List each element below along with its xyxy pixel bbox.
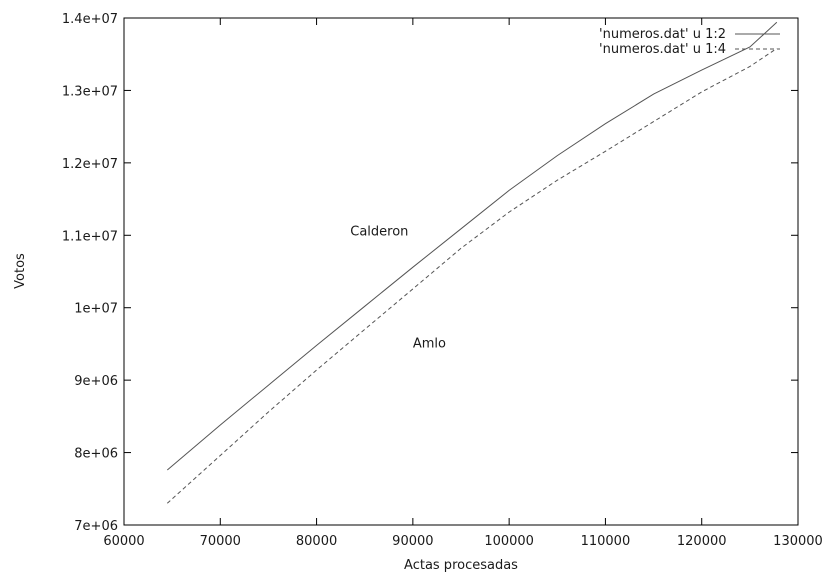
x-tick-label: 100000 <box>484 534 534 549</box>
series-line-1 <box>166 21 778 471</box>
y-tick-label: 8e+06 <box>74 447 118 462</box>
y-tick-label: 1.2e+07 <box>62 157 118 172</box>
y-tick-label: 7e+06 <box>74 519 118 534</box>
y-tick-label: 1.1e+07 <box>62 229 118 244</box>
y-tick-label: 1.4e+07 <box>62 12 118 27</box>
y-axis-label: Votos <box>13 253 28 289</box>
annotation-amlo: Amlo <box>413 337 446 352</box>
x-tick-label: 90000 <box>392 534 433 549</box>
x-tick-label: 80000 <box>296 534 337 549</box>
legend-label-1: 'numeros.dat' u 1:2 <box>599 27 726 42</box>
x-tick-label: 120000 <box>677 534 727 549</box>
x-axis-ticks: 60000 70000 80000 90000 100000 110000 120000 13… <box>103 18 823 549</box>
annotation-calderon: Calderon <box>350 224 408 239</box>
plot-frame <box>123 17 799 526</box>
x-tick-label: 130000 <box>773 534 823 549</box>
x-tick-label: 70000 <box>200 534 241 549</box>
legend: 'numeros.dat' u 1:2'numeros.dat' u 1:4 <box>599 27 780 57</box>
series-line-2 <box>166 47 778 504</box>
y-axis-ticks: 7e+06 8e+06 9e+06 1e+07 1.1e+07 1.2e+07 1.3e+0… <box>62 12 798 534</box>
legend-label-2: 'numeros.dat' u 1:4 <box>599 42 726 57</box>
y-tick-label: 9e+06 <box>74 374 118 389</box>
annotation-layer: Calderon Amlo <box>350 224 446 351</box>
x-axis-label: Actas procesadas <box>404 558 518 573</box>
x-tick-label: 60000 <box>103 534 144 549</box>
y-tick-label: 1.3e+07 <box>62 84 118 99</box>
y-tick-label: 1e+07 <box>74 302 118 317</box>
x-tick-label: 110000 <box>581 534 631 549</box>
series-layer <box>166 21 778 504</box>
